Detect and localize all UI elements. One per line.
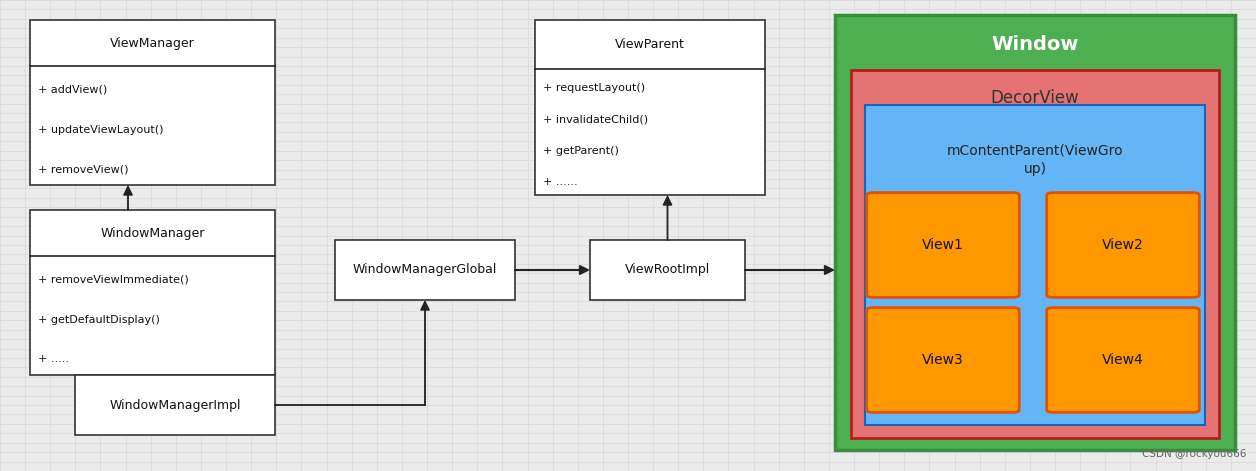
Text: + removeView(): + removeView() bbox=[38, 164, 128, 174]
Text: DecorView: DecorView bbox=[991, 89, 1079, 107]
Text: + ......: + ...... bbox=[543, 178, 578, 187]
Text: ViewParent: ViewParent bbox=[615, 38, 685, 51]
Text: CSDN @rockyou666: CSDN @rockyou666 bbox=[1142, 449, 1246, 459]
Bar bbox=[835, 15, 1235, 450]
FancyBboxPatch shape bbox=[867, 193, 1020, 297]
Text: mContentParent(ViewGro
up): mContentParent(ViewGro up) bbox=[947, 144, 1123, 176]
Text: + invalidateChild(): + invalidateChild() bbox=[543, 114, 648, 124]
Text: View1: View1 bbox=[922, 238, 963, 252]
Bar bbox=[590, 240, 745, 300]
Bar bbox=[30, 20, 275, 185]
Text: + updateViewLayout(): + updateViewLayout() bbox=[38, 124, 163, 135]
Text: Window: Window bbox=[991, 35, 1079, 55]
Text: + requestLayout(): + requestLayout() bbox=[543, 83, 646, 93]
Text: ViewRootImpl: ViewRootImpl bbox=[625, 263, 710, 276]
Text: + .....: + ..... bbox=[38, 354, 69, 364]
Bar bbox=[852, 70, 1220, 438]
Bar bbox=[535, 20, 765, 195]
Text: + getDefaultDisplay(): + getDefaultDisplay() bbox=[38, 315, 160, 325]
Text: WindowManagerGlobal: WindowManagerGlobal bbox=[353, 263, 497, 276]
Text: WindowManagerImpl: WindowManagerImpl bbox=[109, 398, 241, 412]
FancyBboxPatch shape bbox=[1046, 193, 1199, 297]
Text: View3: View3 bbox=[922, 353, 963, 367]
FancyBboxPatch shape bbox=[867, 308, 1020, 412]
Bar bbox=[335, 240, 515, 300]
Text: WindowManager: WindowManager bbox=[100, 227, 205, 240]
Text: + removeViewImmediate(): + removeViewImmediate() bbox=[38, 275, 188, 285]
Text: ViewManager: ViewManager bbox=[111, 37, 195, 49]
Text: View2: View2 bbox=[1102, 238, 1144, 252]
Text: View4: View4 bbox=[1102, 353, 1144, 367]
Bar bbox=[30, 210, 275, 375]
Bar bbox=[75, 375, 275, 435]
FancyBboxPatch shape bbox=[1046, 308, 1199, 412]
Text: + getParent(): + getParent() bbox=[543, 146, 619, 156]
Bar bbox=[865, 105, 1205, 425]
Text: + addView(): + addView() bbox=[38, 85, 107, 95]
